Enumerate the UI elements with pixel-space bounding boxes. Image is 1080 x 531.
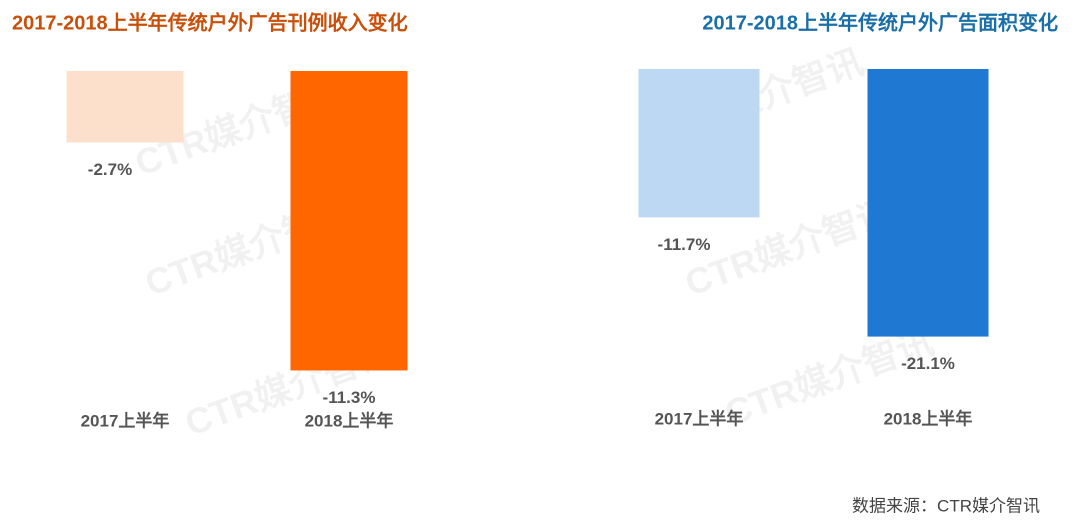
- source: 数据来源：CTR媒介智讯: [852, 496, 1040, 515]
- bar: [66, 71, 184, 143]
- chart-title: 2017-2018上半年传统户外广告刊例收入变化: [12, 10, 408, 34]
- value-label: -2.7%: [88, 160, 132, 179]
- value-label: -21.1%: [901, 354, 955, 373]
- value-label: -11.3%: [323, 388, 376, 407]
- x-tick-label: 2017上半年: [81, 410, 170, 430]
- x-tick-label: 2018上半年: [305, 410, 394, 430]
- chart-title: 2017-2018上半年传统户外广告面积变化: [702, 10, 1058, 34]
- x-tick-label: 2017上半年: [655, 408, 744, 428]
- x-tick-label: 2018上半年: [884, 408, 973, 428]
- bar: [290, 71, 408, 371]
- bar: [638, 69, 760, 218]
- value-label: -11.7%: [658, 235, 711, 254]
- bar: [867, 69, 989, 337]
